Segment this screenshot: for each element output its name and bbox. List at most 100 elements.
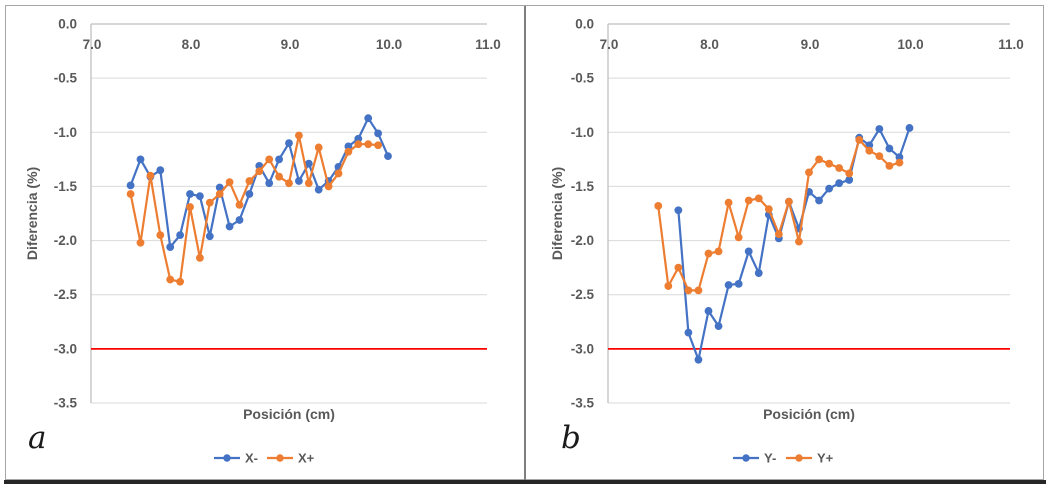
- data-point-X+: [245, 177, 254, 185]
- data-point-X+: [354, 140, 363, 149]
- legend-marker-dot-X+: [276, 454, 284, 462]
- figure-bottom-border: [4, 480, 1046, 484]
- data-point-X-: [265, 179, 274, 188]
- data-point-X+: [215, 190, 224, 198]
- data-point-Y-: [754, 269, 763, 277]
- data-point-X-: [225, 222, 234, 231]
- data-point-X-: [215, 183, 224, 192]
- x-tick-label: 8.0: [182, 37, 201, 52]
- data-point-Y+: [805, 168, 813, 177]
- data-point-X-: [126, 181, 135, 190]
- data-point-X+: [295, 131, 303, 140]
- data-point-X-: [384, 152, 392, 161]
- data-point-X-: [136, 155, 145, 164]
- y-tick-label: -2.0: [54, 233, 77, 248]
- data-point-Y+: [815, 155, 823, 164]
- x-axis-title: Posición (cm): [243, 406, 335, 422]
- legend-marker-dot-Y-: [742, 454, 750, 462]
- data-point-Y+: [654, 202, 663, 210]
- data-point-Y-: [734, 279, 743, 288]
- legend-marker-dot-Y+: [795, 454, 803, 462]
- data-point-Y+: [855, 135, 864, 144]
- data-point-X+: [255, 167, 264, 176]
- y-tick-label: -3.5: [54, 396, 78, 411]
- data-point-Y+: [694, 286, 703, 295]
- y-tick-label: 0.0: [58, 17, 77, 32]
- panel-a: 0.0 -0.5 -1.0 -1.5 -2.0 -2.5 -3.0 -3.5 7.0 8.0 9.0…: [24, 17, 501, 466]
- legend-label-X+: X+: [298, 451, 315, 466]
- data-point-X+: [275, 172, 283, 181]
- panel-b: 0.0 -0.5 -1.0 -1.5 -2.0 -2.5 -3.0 -3.5 7.0 8.0 9.0…: [525, 0, 1050, 493]
- data-point-Y-: [875, 125, 884, 133]
- y-axis-title: Diferencia (%): [24, 167, 40, 260]
- y-tick-label: -2.5: [54, 287, 78, 302]
- data-point-Y+: [664, 282, 673, 290]
- data-point-X-: [235, 216, 244, 224]
- data-point-Y-: [835, 179, 844, 188]
- data-point-Y+: [774, 230, 783, 238]
- data-point-X-: [275, 155, 283, 164]
- data-point-X+: [334, 169, 343, 178]
- legend-label-Y+: Y+: [817, 451, 834, 466]
- x-tick-label: 11.0: [475, 37, 501, 52]
- x-tick-label: 7.0: [83, 37, 102, 52]
- data-point-X+: [136, 238, 145, 247]
- panel-letter-a: a: [28, 420, 47, 456]
- data-point-Y-: [815, 196, 823, 205]
- legend-label-Y-: Y-: [764, 451, 776, 466]
- data-point-X-: [205, 232, 214, 241]
- data-point-Y+: [674, 263, 683, 272]
- x-tick-label: 10.0: [376, 37, 402, 52]
- data-point-X+: [126, 190, 135, 198]
- y-tick-label: -3.0: [54, 341, 77, 356]
- x-tick-label: 11.0: [998, 37, 1024, 52]
- data-point-Y+: [875, 152, 884, 161]
- data-point-X-: [374, 129, 382, 138]
- x-tick-label: 9.0: [801, 37, 820, 52]
- data-point-Y+: [714, 247, 723, 256]
- data-point-X+: [304, 179, 313, 188]
- data-point-Y+: [895, 158, 904, 167]
- data-point-X-: [344, 142, 353, 151]
- data-point-Y+: [835, 164, 844, 172]
- y-tick-label: -1.5: [54, 179, 78, 194]
- series-line-X-: [129, 117, 390, 249]
- data-point-Y+: [704, 249, 713, 258]
- data-point-Y+: [785, 197, 793, 206]
- data-point-Y-: [674, 206, 683, 215]
- chart-a: 0.0 -0.5 -1.0 -1.5 -2.0 -2.5 -3.0 -3.5 7.0 8.0 9.0…: [24, 17, 501, 466]
- data-point-Y-: [845, 176, 854, 184]
- y-tick-label: -0.5: [571, 71, 595, 86]
- y-tick-label: -2.5: [571, 287, 595, 302]
- panel-divider: [524, 6, 526, 480]
- data-point-X-: [285, 139, 293, 148]
- data-point-Y+: [795, 237, 803, 246]
- data-point-Y-: [714, 322, 723, 331]
- y-tick-label: -3.0: [571, 341, 594, 356]
- data-point-Y+: [865, 146, 874, 155]
- data-point-X-: [295, 177, 303, 185]
- data-point-X-: [304, 159, 313, 168]
- data-point-X-: [156, 166, 165, 175]
- y-tick-label: -3.5: [571, 396, 595, 411]
- chart-b: 0.0 -0.5 -1.0 -1.5 -2.0 -2.5 -3.0 -3.5 7.0 8.0 9.0…: [549, 17, 1024, 466]
- data-point-X+: [146, 171, 155, 180]
- panel-letter-b: b: [561, 420, 581, 456]
- x-tick-label: 7.0: [600, 37, 619, 52]
- series-line-Y+: [657, 138, 900, 292]
- data-point-X-: [364, 114, 373, 123]
- data-point-X+: [344, 147, 353, 156]
- data-point-Y-: [744, 247, 753, 256]
- data-point-X+: [166, 275, 175, 284]
- data-point-Y-: [895, 153, 904, 162]
- data-point-X-: [354, 134, 363, 143]
- data-point-X-: [176, 231, 185, 240]
- data-point-X+: [205, 198, 214, 207]
- series-line-X+: [129, 134, 379, 283]
- data-point-X-: [314, 185, 323, 194]
- data-point-Y-: [885, 144, 894, 153]
- data-point-X+: [374, 141, 382, 150]
- data-point-X+: [324, 182, 333, 191]
- data-point-X+: [235, 200, 244, 209]
- y-tick-label: 0.0: [575, 17, 594, 32]
